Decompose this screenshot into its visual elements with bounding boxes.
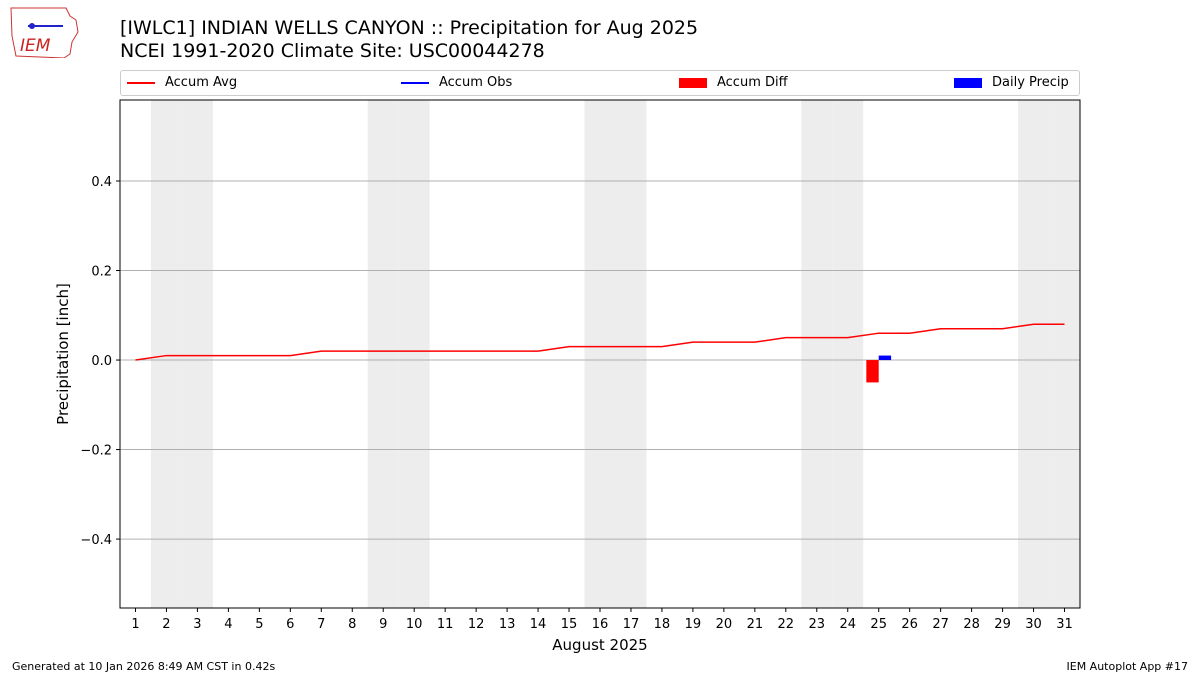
- x-tick-label: 4: [224, 617, 232, 632]
- x-tick-label: 12: [468, 617, 485, 632]
- x-tick-label: 11: [437, 617, 454, 632]
- y-tick-label: −0.4: [80, 533, 112, 548]
- daily-precip-bar: [878, 355, 892, 361]
- y-axis-label: Precipitation [inch]: [54, 283, 72, 425]
- x-tick-label: 6: [286, 617, 294, 632]
- x-tick-label: 25: [870, 617, 887, 632]
- y-tick-label: 0.0: [91, 354, 112, 369]
- weekend-shade: [367, 100, 399, 608]
- accum-avg-line: [135, 323, 1065, 361]
- x-tick-label: 17: [623, 617, 640, 632]
- x-tick-label: 21: [747, 617, 764, 632]
- weekend-shade: [1018, 100, 1050, 608]
- weekend-shade: [832, 100, 864, 608]
- weekend-shade: [801, 100, 833, 608]
- legend-daily-precip: Daily Precip: [954, 75, 1069, 90]
- precip-chart: −0.4−0.20.00.20.41 2 3 4 5 6 7 8 9 10 11 12 13 14 15 16…: [54, 99, 1081, 654]
- footer-app: IEM Autoplot App #17: [1066, 660, 1189, 673]
- y-tick-label: 0.2: [91, 265, 112, 280]
- iem-logo: IEM: [8, 6, 80, 59]
- legend: Accum Avg Accum Obs Accum Diff Daily Pre…: [120, 70, 1080, 96]
- legend-swatch: [127, 81, 155, 84]
- x-tick-label: 27: [932, 617, 949, 632]
- x-tick-label: 30: [1025, 617, 1042, 632]
- legend-label: Accum Obs: [439, 75, 513, 90]
- accum-diff-bar: [866, 360, 879, 383]
- x-tick-label: 29: [994, 617, 1011, 632]
- legend-label: Accum Diff: [717, 75, 788, 90]
- x-tick-label: 7: [317, 617, 325, 632]
- svg-text:IEM: IEM: [20, 36, 51, 56]
- x-tick-label: 1: [131, 617, 139, 632]
- x-tick-label: 20: [716, 617, 733, 632]
- x-tick-label: 9: [379, 617, 387, 632]
- x-tick-label: 23: [809, 617, 826, 632]
- legend-swatch: [401, 81, 429, 84]
- weekend-shade: [615, 100, 647, 608]
- legend-swatch: [954, 77, 982, 88]
- x-tick-label: 2: [162, 617, 170, 632]
- x-tick-label: 14: [530, 617, 547, 632]
- x-tick-label: 15: [561, 617, 578, 632]
- x-tick-label: 24: [839, 617, 856, 632]
- x-tick-label: 19: [685, 617, 702, 632]
- weekend-shade: [150, 100, 182, 608]
- weekend-shade: [1049, 100, 1080, 608]
- weekend-shade: [584, 100, 616, 608]
- footer-generated: Generated at 10 Jan 2026 8:49 AM CST in …: [12, 660, 276, 673]
- x-tick-label: 28: [963, 617, 980, 632]
- legend-accum-avg: Accum Avg: [127, 75, 237, 90]
- weekend-shade: [181, 100, 213, 608]
- chart-title: [IWLC1] INDIAN WELLS CANYON :: Precipita…: [120, 17, 699, 39]
- x-tick-label: 16: [592, 617, 609, 632]
- legend-accum-diff: Accum Diff: [679, 75, 788, 90]
- y-tick-label: −0.2: [80, 444, 112, 459]
- legend-accum-obs: Accum Obs: [401, 75, 512, 90]
- x-tick-label: 31: [1056, 617, 1073, 632]
- x-tick-label: 13: [499, 617, 516, 632]
- weekend-shade: [398, 100, 430, 608]
- legend-swatch: [679, 77, 707, 88]
- x-tick-label: 26: [901, 617, 918, 632]
- x-tick-label: 3: [193, 617, 201, 632]
- x-tick-label: 22: [778, 617, 795, 632]
- x-tick-label: 8: [348, 617, 356, 632]
- x-tick-label: 10: [406, 617, 423, 632]
- x-tick-label: 18: [654, 617, 671, 632]
- y-tick-label: 0.4: [91, 175, 112, 190]
- iem-logo-icon: IEM: [10, 7, 79, 59]
- chart-subtitle: NCEI 1991-2020 Climate Site: USC00044278: [120, 40, 545, 62]
- x-axis-label: August 2025: [552, 636, 647, 654]
- legend-label: Daily Precip: [992, 75, 1069, 90]
- legend-label: Accum Avg: [165, 75, 238, 90]
- x-tick-label: 5: [255, 617, 263, 632]
